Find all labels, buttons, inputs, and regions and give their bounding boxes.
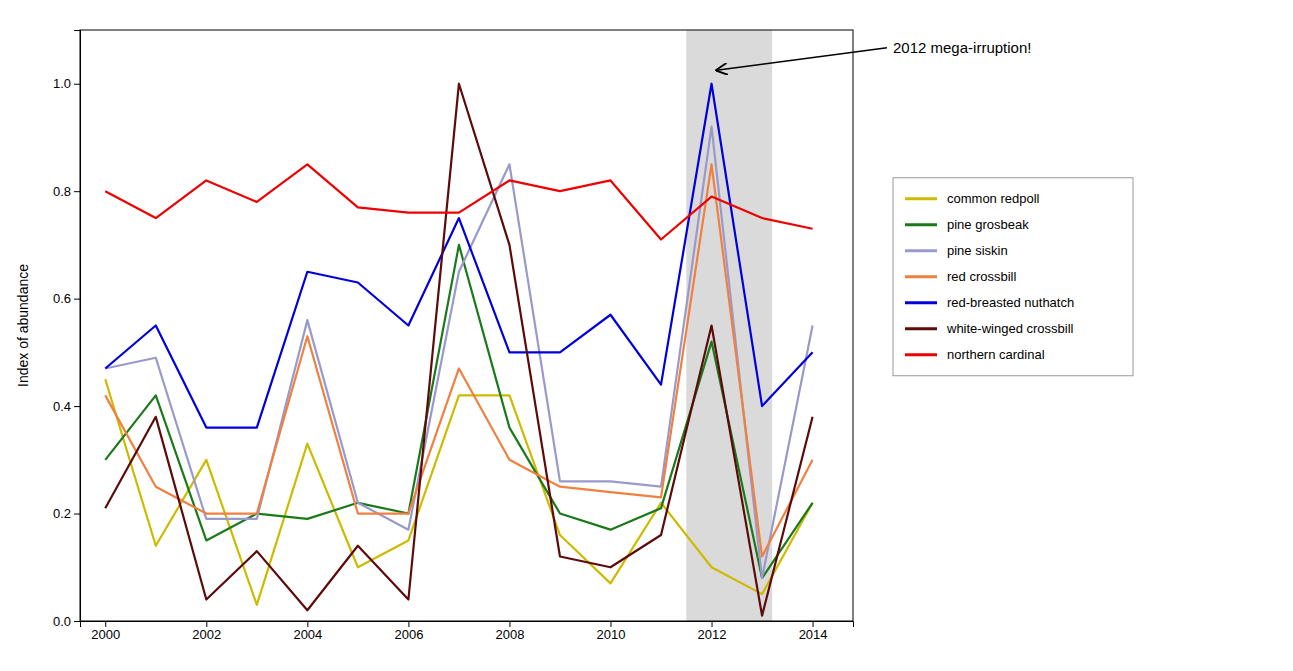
x-tick-mark [105,621,106,627]
x-tick-mark [206,621,207,627]
legend-swatch [905,275,937,278]
legend-swatch [905,197,937,200]
legend-swatch [905,327,937,330]
y-tick-mark [74,84,80,85]
legend-label: red-breasted nuthatch [947,295,1074,310]
y-axis: 0.0 0.2 0.4 0.6 0.8 1.0 [53,31,81,629]
legend-item: common redpoll [905,191,1040,206]
y-tick: 0.4 [53,399,80,414]
legend-item: red crossbill [905,269,1016,284]
y-tick-mark [74,514,80,515]
y-tick-label: 0.6 [53,291,71,306]
y-tick: 0.0 [53,614,80,629]
legend-label: common redpoll [947,191,1040,206]
y-tick-label: 0.0 [53,614,71,629]
legend-swatch [905,223,937,226]
x-tick-label: 2000 [91,627,120,642]
legend-item: white-winged crossbill [905,321,1074,336]
x-axis-line [81,622,854,628]
legend-label: pine siskin [947,243,1008,258]
legend: common redpoll pine grosbeak pine siskin re… [893,178,1133,376]
x-tick-label: 2010 [597,627,626,642]
x-tick: 2004 [293,621,322,642]
legend-box [893,178,1133,376]
legend-swatch [905,301,937,304]
x-tick-label: 2002 [192,627,221,642]
y-tick-mark [74,191,80,192]
x-tick: 2006 [394,621,423,642]
y-tick-label: 0.4 [53,399,71,414]
y-tick-label: 1.0 [53,76,71,91]
x-tick: 2010 [597,621,626,642]
x-tick-label: 2012 [698,627,727,642]
legend-label: northern cardinal [947,347,1045,362]
x-tick-label: 2006 [394,627,423,642]
x-tick: 2012 [698,621,727,642]
x-tick: 2014 [799,621,828,642]
legend-swatch [905,353,937,356]
y-tick-label: 0.2 [53,506,71,521]
x-tick: 2000 [91,621,120,642]
annotation-text: 2012 mega-irruption! [893,39,1031,56]
annotation-arrow [717,48,887,71]
x-tick-mark [509,621,510,627]
y-tick: 1.0 [53,76,80,91]
legend-swatch [905,249,937,252]
y-tick: 0.8 [53,184,80,199]
legend-item: pine siskin [905,243,1008,258]
legend-label: white-winged crossbill [946,321,1074,336]
y-tick-label: 0.8 [53,184,71,199]
x-tick-label: 2014 [799,627,828,642]
y-tick-mark [74,299,80,300]
x-tick-label: 2008 [495,627,524,642]
series-line [105,164,812,239]
series-line [105,245,812,578]
chart: 200020022004200620082010201220140.00.20.… [0,0,1293,671]
y-tick: 0.2 [53,506,80,521]
legend-label: red crossbill [947,269,1016,284]
x-tick-mark [610,621,611,627]
x-tick-mark [712,621,713,627]
x-tick-label: 2004 [293,627,322,642]
series-line [105,84,812,616]
x-tick-mark [408,621,409,627]
legend-label: pine grosbeak [947,217,1029,232]
y-axis-line [74,31,81,622]
y-tick-mark [74,406,80,407]
series-line [105,127,812,578]
y-tick-mark [74,621,80,622]
legend-item: pine grosbeak [905,217,1029,232]
y-tick: 0.6 [53,291,80,306]
series-line [105,379,812,605]
plot: 200020022004200620082010201220140.00.20.… [15,30,1133,642]
x-axis: 2000 2002 2004 2006 2008 2010 2012 2014 [81,621,854,642]
series-line [105,164,812,556]
x-tick-mark [307,621,308,627]
legend-item: red-breasted nuthatch [905,295,1074,310]
x-tick-mark [813,621,814,627]
y-axis-title: Index of abundance [15,264,31,387]
legend-item: northern cardinal [905,347,1045,362]
series-line [105,84,812,428]
x-tick: 2008 [495,621,524,642]
x-tick: 2002 [192,621,221,642]
marks [105,30,812,621]
plot-frame [80,30,853,621]
